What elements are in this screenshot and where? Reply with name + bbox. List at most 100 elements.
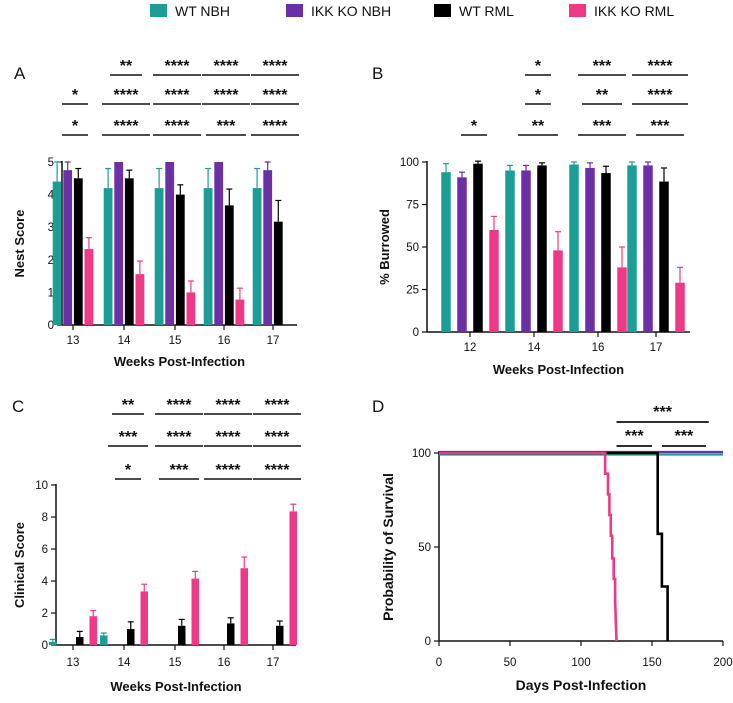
significance-label: **** bbox=[265, 397, 291, 414]
y-axis-title: Probability of Survival bbox=[380, 473, 396, 621]
bar bbox=[273, 221, 283, 325]
y-tick-label: 1 bbox=[48, 287, 54, 299]
legend-label: IKK KO NBH bbox=[311, 3, 391, 19]
bar bbox=[235, 299, 245, 325]
bar bbox=[100, 635, 108, 645]
bar bbox=[643, 165, 653, 332]
bar bbox=[659, 181, 669, 332]
bar bbox=[473, 163, 483, 332]
y-tick-label: 4 bbox=[48, 190, 55, 202]
bar bbox=[124, 178, 134, 325]
panel-letter: D bbox=[372, 397, 384, 416]
significance-label: * bbox=[72, 87, 79, 104]
bar bbox=[186, 292, 196, 325]
survival-line bbox=[439, 451, 669, 641]
x-axis-title: Weeks Post-Infection bbox=[114, 354, 245, 369]
legend-label: IKK KO RML bbox=[594, 3, 674, 19]
significance-label: **** bbox=[165, 118, 191, 135]
bar bbox=[76, 637, 84, 645]
survival-line bbox=[439, 451, 618, 642]
y-tick-label: 50 bbox=[418, 542, 431, 554]
y-axis-title: Clinical Score bbox=[12, 522, 27, 608]
x-tick-label: 0 bbox=[436, 657, 442, 669]
bar bbox=[203, 188, 213, 325]
bar bbox=[191, 578, 199, 645]
x-tick-label: 16 bbox=[592, 342, 605, 354]
significance-label: * bbox=[535, 87, 542, 104]
y-tick-label: 100 bbox=[400, 157, 419, 169]
bar bbox=[227, 623, 235, 645]
bar bbox=[214, 162, 224, 325]
bar bbox=[675, 282, 685, 332]
significance-label: ** bbox=[120, 58, 133, 75]
bar bbox=[224, 205, 234, 325]
x-tick-label: 13 bbox=[67, 657, 80, 669]
bar bbox=[289, 511, 297, 645]
bar bbox=[140, 591, 148, 645]
bar bbox=[521, 170, 531, 332]
bar bbox=[276, 625, 284, 645]
bar bbox=[457, 177, 467, 332]
significance-label: **** bbox=[214, 87, 240, 104]
bar bbox=[505, 170, 515, 332]
bar bbox=[441, 172, 451, 332]
x-tick-label: 16 bbox=[218, 657, 231, 669]
x-tick-label: 15 bbox=[169, 657, 182, 669]
bar bbox=[175, 194, 185, 325]
significance-label: * bbox=[471, 118, 478, 135]
bar bbox=[178, 625, 186, 645]
legend-label: WT RML bbox=[459, 3, 514, 19]
y-axis-title: Nest Score bbox=[12, 210, 27, 278]
x-tick-label: 17 bbox=[267, 657, 280, 669]
significance-label: **** bbox=[648, 58, 674, 75]
significance-label: **** bbox=[648, 87, 674, 104]
y-tick-label: 0 bbox=[413, 327, 419, 339]
x-tick-label: 50 bbox=[504, 657, 517, 669]
significance-label: ** bbox=[596, 87, 609, 104]
significance-label: ** bbox=[532, 118, 545, 135]
y-tick-label: 5 bbox=[48, 157, 54, 169]
bar bbox=[601, 173, 611, 332]
significance-label: *** bbox=[170, 462, 189, 479]
y-tick-label: 6 bbox=[42, 544, 48, 556]
x-axis-title: Weeks Post-Infection bbox=[493, 362, 624, 377]
significance-label: **** bbox=[216, 397, 242, 414]
significance-label: *** bbox=[119, 429, 138, 446]
significance-label: **** bbox=[114, 118, 140, 135]
bar bbox=[617, 267, 627, 332]
significance-label: * bbox=[125, 462, 132, 479]
bar bbox=[135, 274, 145, 325]
bar bbox=[489, 230, 499, 332]
legend-swatch bbox=[150, 4, 167, 17]
significance-label: **** bbox=[165, 58, 191, 75]
bar bbox=[263, 170, 273, 325]
legend-swatch bbox=[569, 4, 586, 17]
significance-label: *** bbox=[625, 428, 644, 445]
y-tick-label: 2 bbox=[42, 608, 48, 620]
y-axis-title: % Burrowed bbox=[377, 209, 392, 285]
significance-label: **** bbox=[167, 397, 193, 414]
bar bbox=[585, 167, 595, 332]
significance-label: *** bbox=[675, 428, 694, 445]
significance-label: **** bbox=[114, 87, 140, 104]
y-tick-label: 4 bbox=[42, 576, 49, 588]
bar bbox=[240, 568, 248, 645]
bar bbox=[165, 162, 175, 325]
bar bbox=[569, 164, 579, 332]
bar bbox=[553, 250, 563, 332]
bar bbox=[127, 629, 135, 645]
bar bbox=[52, 181, 62, 325]
x-tick-label: 12 bbox=[464, 342, 477, 354]
bar bbox=[84, 249, 94, 325]
legend-swatch bbox=[286, 4, 303, 17]
bar bbox=[114, 162, 124, 325]
x-tick-label: 150 bbox=[642, 657, 661, 669]
bar bbox=[73, 178, 83, 325]
y-tick-label: 75 bbox=[406, 200, 419, 212]
x-tick-label: 13 bbox=[67, 335, 80, 347]
x-tick-label: 14 bbox=[118, 657, 131, 669]
